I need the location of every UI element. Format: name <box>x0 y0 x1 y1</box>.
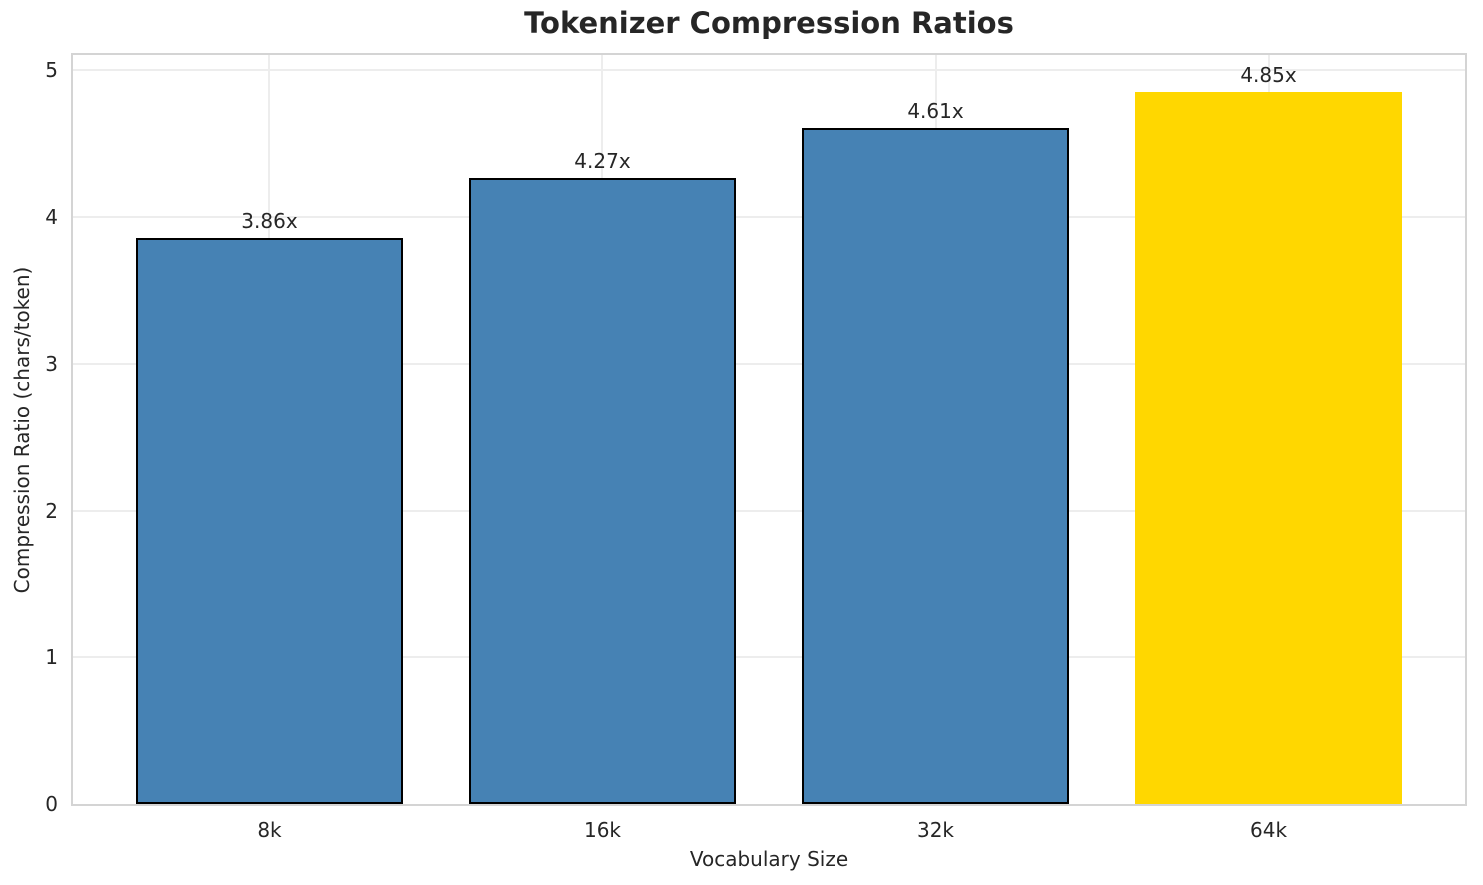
y-axis-label: Compression Ratio (chars/token) <box>10 266 34 594</box>
y-tick-label: 5 <box>45 58 58 83</box>
plot-area: 3.86x 4.27x 4.61x 4.85x <box>71 53 1467 806</box>
bar-value-label-64k: 4.85x <box>1240 63 1297 88</box>
y-gridline <box>73 656 1465 659</box>
x-tick-label-32k: 32k <box>916 818 955 842</box>
y-gridline <box>73 69 1465 72</box>
y-tick-label: 2 <box>45 498 58 523</box>
bar-value-label-32k: 4.61x <box>907 98 964 123</box>
x-tick-label-64k: 64k <box>1250 818 1288 842</box>
bar-32k <box>802 127 1069 804</box>
bar-8k <box>136 237 403 804</box>
bar-value-label-8k: 3.86x <box>241 208 298 233</box>
chart-title: Tokenizer Compression Ratios <box>524 6 1014 40</box>
y-tick-label: 4 <box>45 205 58 230</box>
bar-value-label-16k: 4.27x <box>574 148 631 173</box>
x-tick-label-16k: 16k <box>583 818 621 842</box>
y-gridline <box>73 362 1465 365</box>
y-tick-label: 0 <box>45 792 58 816</box>
y-gridline <box>73 509 1465 512</box>
y-gridline <box>73 216 1465 219</box>
bar-16k <box>469 177 736 804</box>
x-tick-label-8k: 8k <box>257 818 282 842</box>
y-tick-label: 1 <box>45 645 58 670</box>
y-tick-label: 3 <box>45 351 58 376</box>
bar-64k <box>1135 92 1402 804</box>
x-axis-label: Vocabulary Size <box>689 847 849 871</box>
